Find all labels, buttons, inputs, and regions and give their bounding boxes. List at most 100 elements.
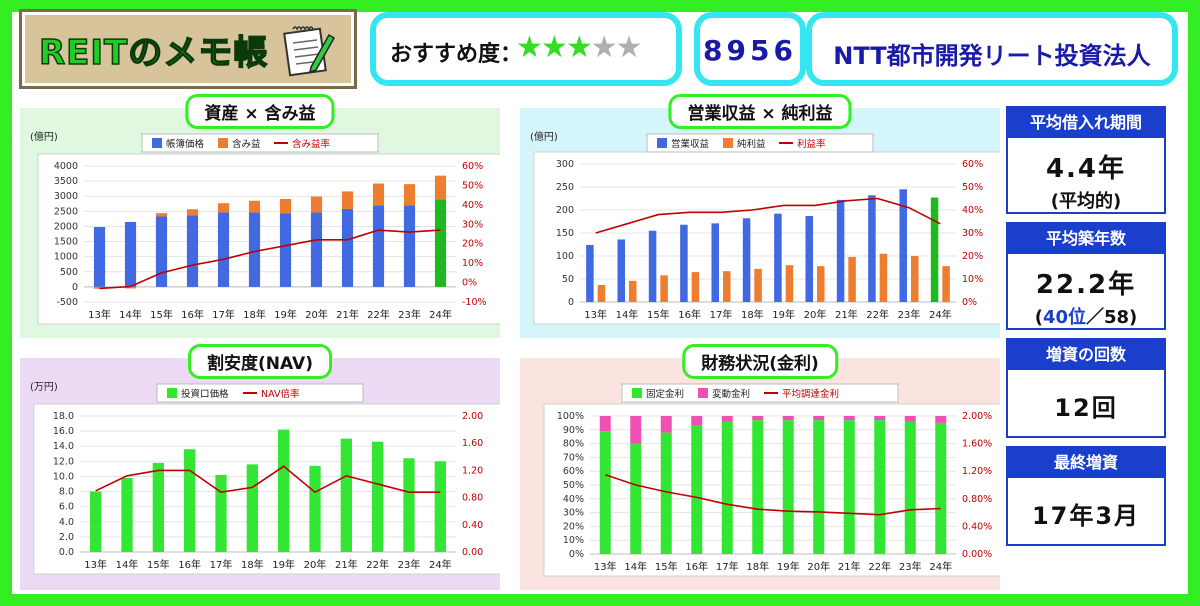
y2-tick-label: 10% [962,274,983,285]
line-NAV倍率 [95,465,441,494]
bar-投資口価格 [340,438,352,552]
y-tick-label: 50 [562,274,574,285]
legend-label: 固定金利 [646,388,684,400]
star-filled-icon: ★ [540,30,568,65]
star-empty-icon: ★ [590,30,618,65]
bar-固定金利 [721,421,733,554]
rating-panel: おすすめ度： ★★★★★ [370,12,682,86]
x-tick-label: 14年 [616,308,639,321]
bar-投資口価格 [90,491,102,552]
y2-tick-label: 60% [462,161,483,172]
card-title: 増資の回数 [1008,340,1164,370]
bar-固定金利 [935,422,947,554]
card-value: 17年3月 [1031,502,1141,530]
legend-label: 営業収益 [671,138,710,150]
x-tick-label: 19年 [272,558,295,571]
unit-label: (億円) [530,130,558,143]
bar-含み益 [341,191,354,209]
bar-帳簿価格 [93,227,106,287]
ticker-code: 8956 [703,34,797,67]
legend-swatch [218,138,228,148]
reit-name-panel: NTT都市開発リート投資法人 [806,12,1178,86]
memo-pencil-icon [283,26,335,77]
y-tick-label: 0 [568,297,574,308]
card-title: 最終増資 [1008,448,1164,478]
bar-固定金利 [752,420,764,554]
bar-変動金利 [904,416,916,422]
bar-純利益 [691,272,700,302]
y2-tick-label: 0.40% [962,521,992,532]
y-tick-label: 0% [569,549,584,560]
bar-変動金利 [630,416,642,444]
x-tick-label: 17年 [710,308,733,321]
legend-label: NAV倍率 [261,388,300,400]
bar-固定金利 [660,432,672,554]
borrowing-period-card: 平均借入れ期間 4.4年 (平均的) [1006,106,1166,214]
x-tick-label: 23年 [898,308,921,321]
y-tick-label: 250 [556,182,574,193]
interest-chart: 固定金利 変動金利 平均調達金利 0% 10% 20% 30% 40% 50% 60% 70% 80%… [543,383,1000,577]
bar-固定金利 [904,421,916,554]
bar-帳簿価格 [403,205,416,287]
y-tick-label: 60% [563,466,584,477]
rating-stars: ★★★★★ [516,30,643,65]
y2-tick-label: 2.00% [962,411,992,422]
bar-固定金利 [874,420,886,554]
x-tick-label: 13年 [88,308,111,321]
y-tick-label: 70% [563,452,584,463]
y2-tick-label: 1.60% [962,439,992,450]
y-tick-label: 2000 [54,221,78,232]
line-平均調達金利 [605,473,941,516]
y2-tick-label: 60% [962,159,983,170]
bar-帳簿価格 [434,199,447,287]
bar-帳簿価格 [341,208,354,287]
card-note: (40位／58) [1008,303,1164,329]
bar-帳簿価格 [372,205,385,287]
bar-営業収益 [648,230,657,302]
bar-帳簿価格 [186,215,199,287]
legend-label: 純利益 [737,138,766,150]
card-title: 平均築年数 [1008,224,1164,254]
y2-tick-label: -10% [462,297,487,308]
rank-value: 40位 [1042,307,1086,328]
y-tick-label: -500 [56,297,78,308]
x-tick-label: 20年 [807,560,830,573]
bar-投資口価格 [434,461,446,552]
bar-投資口価格 [403,458,415,552]
bar-固定金利 [630,443,642,554]
bar-含み益 [403,184,416,206]
bar-営業収益 [680,224,688,302]
x-tick-label: 24年 [929,308,952,321]
x-tick-label: 24年 [429,308,452,321]
y-tick-label: 10.0 [53,471,74,482]
bar-営業収益 [586,244,594,302]
bar-固定金利 [843,420,855,554]
x-tick-label: 20年 [304,558,327,571]
bar-含み益 [155,213,168,217]
x-tick-label: 16年 [178,558,201,571]
bar-含み益 [217,203,230,213]
x-tick-label: 22年 [866,308,889,321]
legend-swatch [723,138,733,148]
nav-chart-panel: (万円) 投資口価格 NAV倍率 0.0 2.0 4.0 6.0 8.0 10.0 12.0 14.… [20,344,500,590]
y-tick-label: 1000 [54,252,78,263]
y-tick-label: 40% [563,494,584,505]
interest-chart-panel: 固定金利 変動金利 平均調達金利 0% 10% 20% 30% 40% 50% 60% 70% 80%… [520,344,1000,590]
bar-固定金利 [599,431,611,554]
bar-帳簿価格 [248,212,261,287]
card-note: (平均的) [1050,191,1122,212]
bar-営業収益 [899,189,907,302]
nav-chart: (万円) 投資口価格 NAV倍率 0.0 2.0 4.0 6.0 8.0 10.0 12.0 14.… [30,382,500,575]
y-tick-label: 0.0 [59,547,74,558]
x-tick-label: 15年 [150,308,173,321]
x-tick-label: 19年 [777,560,800,573]
legend-box [646,133,874,153]
bar-帳簿価格 [310,212,323,287]
x-tick-label: 23年 [899,560,922,573]
reit-name: NTT都市開発リート投資法人 [833,42,1151,70]
card-value: 4.4年 [1045,154,1127,184]
x-tick-label: 17年 [716,560,739,573]
bar-変動金利 [813,416,825,421]
y-tick-label: 500 [60,267,78,278]
y-tick-label: 1500 [54,237,78,248]
